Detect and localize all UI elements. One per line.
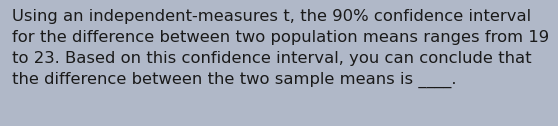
Text: Using an independent-measures t, the 90% confidence interval
for the difference : Using an independent-measures t, the 90%… (12, 9, 550, 88)
